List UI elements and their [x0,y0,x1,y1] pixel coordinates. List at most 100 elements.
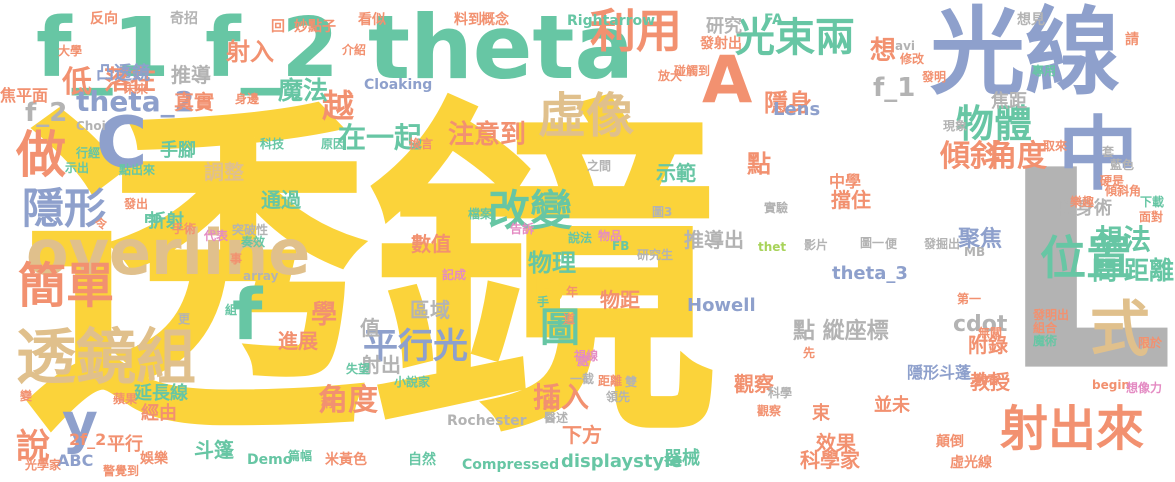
cloud-word: 雙 [625,375,638,389]
cloud-word: 行經 [76,146,101,160]
cloud-word: 專用 [1032,64,1057,78]
cloud-word: 傾斜角 [1105,184,1142,198]
cloud-word: 2f_2 [69,430,107,449]
cloud-word: 記成 [442,268,467,282]
cloud-word: begin [1092,378,1130,392]
cloud-word: 調整 [204,160,244,184]
cloud-word: 點 [747,150,771,178]
cloud-word: Howell [687,295,756,316]
cloud-word: 篇幅 [288,449,313,463]
cloud-word: 數值 [411,232,451,256]
cloud-word: theta [368,0,634,99]
cloud-word: 束 [812,403,830,424]
cloud-word: FA [764,12,783,28]
cloud-word: 通過 [261,188,301,212]
cloud-word: 樂趣 [1070,195,1095,209]
cloud-word: 便 [885,237,898,251]
cloud-word: 碰觸到 [674,64,711,78]
cloud-word: MB [964,245,986,259]
cloud-word: 面對 [1139,210,1164,224]
cloud-word: cdot [953,312,1008,337]
cloud-word: 警覺到 [103,464,140,478]
cloud-word: 凸透鏡 [96,63,150,84]
cloud-word: 顛倒 [936,434,964,450]
cloud-word: 妙點子 [294,19,336,35]
cloud-word: 觀看 [975,373,1000,387]
cloud-word: 娛樂 [140,451,168,467]
cloud-word: 大學 [58,44,83,58]
cloud-word: 平行 [107,434,143,455]
cloud-word: 研究生 [637,248,674,262]
cloud-word: 下方 [562,423,602,447]
cloud-word: 修改 [900,52,925,66]
cloud-word: A [702,43,753,118]
cloud-word: 組 [225,303,238,317]
cloud-word: 附錄 [968,333,1008,357]
cloud-word: 點 縱座標 [793,319,889,344]
cloud-word: 失望 [346,362,371,376]
cloud-word: 概念 [481,12,509,28]
cloud-word: 組合 [1033,321,1058,335]
cloud-word: 學 [311,300,338,330]
cloud-word: 反向 [90,11,118,27]
cloud-word: 做 [16,126,66,184]
cloud-word: 實驗 [764,201,789,215]
cloud-word: 米黃色 [325,452,367,468]
cloud-word: 年 [566,285,579,299]
cloud-word: displaystyle [561,451,683,472]
cloud-word: 隱形斗蓬 [907,363,972,382]
cloud-word: 改變 [488,186,573,235]
cloud-word: 藍色 [1110,158,1135,172]
cloud-word: L [1000,112,1175,432]
cloud-word: Choi [76,119,106,133]
cloud-word: 光學家 [25,458,62,472]
cloud-word: 套 [1102,145,1115,159]
cloud-word: 想見 [1017,12,1045,28]
cloud-word: 變 [20,389,33,403]
cloud-word: 魔法 [278,76,329,105]
cloud-word: 之間 [587,159,612,173]
cloud-word: 並未 [874,395,910,416]
cloud-word: 在一起 [338,121,423,154]
cloud-word: 推導出 [684,228,744,252]
cloud-word: 硬是 [1100,174,1125,188]
cloud-word: 聚焦 [958,227,1003,252]
cloud-word: 檔案 [468,207,493,221]
cloud-word: 焦平面 [0,86,49,105]
cloud-word: 效果 [816,431,856,455]
cloud-word: 現象 [943,119,968,133]
cloud-word: 落在 [104,66,157,96]
cloud-word: 斗篷 [194,438,234,462]
cloud-word: 手 [537,295,550,309]
cloud-word: 觀察 [757,404,782,418]
cloud-word: 科技 [260,137,285,151]
cloud-word: 簡單 [18,258,115,314]
cloud-word: Compressed [462,457,560,473]
cloud-word: theta_2 [76,85,195,118]
cloud-word: 圖一 [860,236,885,250]
cloud-word: 視線 [574,349,599,363]
cloud-word: 圖3 [652,205,673,219]
cloud-word: 真實 [174,90,214,114]
cloud-word: 光 [543,397,556,411]
cloud-word: 想像力 [1126,381,1163,395]
cloud-word: 突破性 [232,223,269,237]
cloud-word: 延長線 [134,383,188,404]
cloud-word: 自然 [408,452,436,468]
cloud-word: 蘋果 [113,392,138,406]
cloud-word: 身邊 [235,92,260,106]
cloud-word: Demo [247,452,293,468]
cloud-word: 影片 [804,238,829,252]
cloud-word: 經由 [141,403,177,424]
cloud-word: 發出 [124,197,149,211]
cloud-word: 請 [1125,32,1139,48]
cloud-word: 圖 [540,305,580,351]
cloud-word: thet [758,240,787,254]
cloud-word: f [232,274,263,356]
cloud-word: FB [612,239,630,253]
cloud-word: 介紹 [342,43,367,57]
cloud-word: 示出 [65,161,90,175]
cloud-word: 射入 [226,38,274,66]
cloud-word: 隱形 [22,184,107,233]
